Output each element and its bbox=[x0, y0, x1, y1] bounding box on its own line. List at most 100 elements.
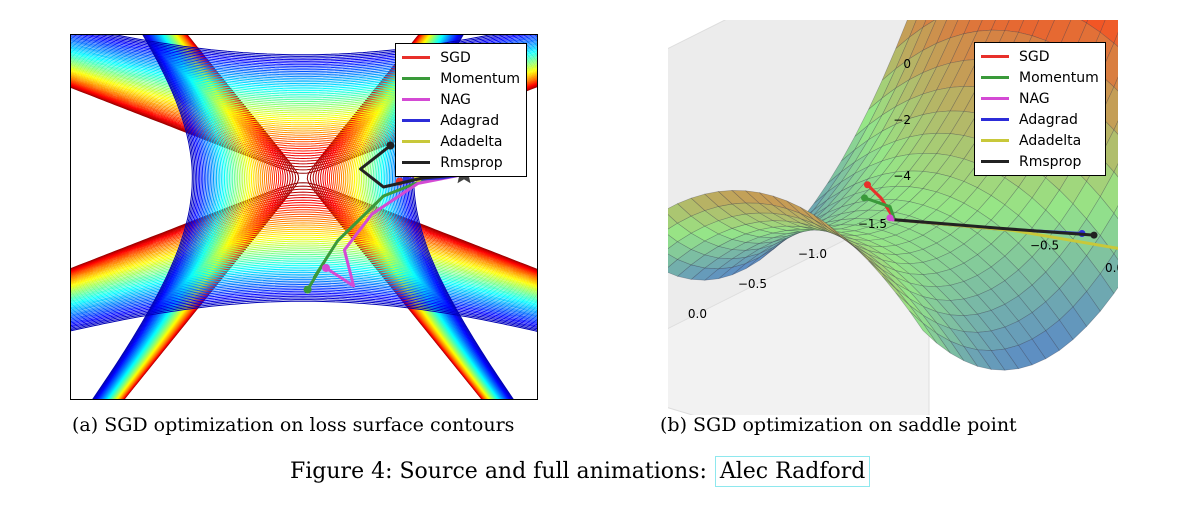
legend-a: SGD Momentum NAG Adagrad Adadelta Rmsprop bbox=[395, 43, 527, 177]
legend-b-swatch bbox=[981, 160, 1009, 163]
contour-line bbox=[105, 35, 221, 399]
endpoint-momentum bbox=[303, 285, 312, 294]
surface-cell bbox=[909, 310, 937, 344]
legend-b-label: Adagrad bbox=[1019, 111, 1078, 128]
y-tick-label: −0.5 bbox=[738, 277, 767, 291]
contour-line bbox=[71, 234, 537, 287]
contour-line bbox=[71, 218, 537, 279]
figure-caption: Figure 4: Source and full animations: Al… bbox=[290, 456, 871, 487]
legend-a-label: Momentum bbox=[440, 70, 520, 87]
contour-line bbox=[71, 297, 537, 330]
contour-line bbox=[71, 264, 537, 305]
legend-b-entry: Adagrad bbox=[981, 109, 1099, 130]
contour-line bbox=[71, 220, 537, 280]
contour-line bbox=[71, 294, 537, 327]
contour-line bbox=[71, 211, 537, 276]
legend-b-label: NAG bbox=[1019, 90, 1050, 107]
contour-line bbox=[71, 299, 537, 331]
contour-line bbox=[101, 35, 213, 399]
contour-line bbox=[102, 35, 214, 399]
endpoint3d-nag bbox=[886, 214, 894, 222]
contour-line bbox=[71, 248, 537, 294]
legend-a-label: SGD bbox=[440, 49, 471, 66]
figure-caption-text: Figure 4: Source and full animations: bbox=[290, 459, 707, 484]
legend-a-entry: Rmsprop bbox=[402, 152, 520, 173]
legend-b-label: Rmsprop bbox=[1019, 153, 1082, 170]
contour-line bbox=[71, 246, 537, 293]
endpoint3d-momentum bbox=[861, 194, 868, 202]
contour-line bbox=[71, 213, 537, 277]
legend-b-entry: SGD bbox=[981, 46, 1099, 67]
contour-line bbox=[114, 35, 492, 56]
contour-line bbox=[93, 35, 196, 399]
x-tick-label: −0.5 bbox=[1030, 239, 1059, 253]
legend-a-entry: Momentum bbox=[402, 68, 520, 89]
legend-a-label: Adagrad bbox=[440, 112, 500, 129]
contour-line bbox=[71, 266, 537, 307]
contour-line bbox=[71, 236, 537, 288]
contour-line bbox=[103, 35, 216, 399]
contour-line bbox=[71, 259, 537, 302]
author-link[interactable]: Alec Radford bbox=[714, 456, 871, 487]
contour-line bbox=[71, 290, 537, 324]
contour-line bbox=[115, 35, 249, 399]
contour-line bbox=[71, 292, 537, 326]
legend-b-entry: NAG bbox=[981, 88, 1099, 109]
path3d-rmsprop bbox=[894, 218, 1095, 237]
contour-line bbox=[71, 226, 537, 283]
legend-b-entry: Rmsprop bbox=[981, 151, 1099, 172]
legend-a-swatch bbox=[402, 161, 431, 164]
legend-b-label: Momentum bbox=[1019, 69, 1099, 86]
contour-line bbox=[71, 196, 537, 272]
contour-line bbox=[105, 35, 222, 399]
contour-line bbox=[100, 35, 506, 59]
legend-a-label: Rmsprop bbox=[440, 154, 503, 171]
contour-line bbox=[71, 206, 537, 275]
legend-b-swatch bbox=[981, 76, 1009, 79]
contour-line bbox=[71, 270, 537, 309]
endpoint-nag bbox=[322, 264, 330, 272]
contour-line bbox=[71, 278, 537, 315]
contour-line bbox=[71, 224, 537, 282]
contour-line bbox=[71, 255, 537, 299]
contour-line bbox=[99, 35, 208, 399]
contour-line bbox=[71, 202, 537, 273]
contour-line bbox=[92, 35, 193, 399]
contour-line bbox=[110, 35, 234, 399]
contour-line bbox=[71, 261, 537, 303]
contour-line bbox=[71, 280, 537, 317]
path3d-sgd bbox=[866, 183, 896, 221]
contour-line bbox=[71, 284, 537, 319]
caption-a: (a) SGD optimization on loss surface con… bbox=[72, 414, 515, 436]
endpoint3d-sgd bbox=[864, 181, 871, 189]
legend-b: SGD Momentum NAG Adagrad Adadelta Rmsprop bbox=[974, 42, 1106, 176]
contour-line bbox=[109, 35, 232, 399]
contour-line bbox=[92, 35, 195, 399]
contour-svg bbox=[71, 35, 537, 399]
legend-a-entry: NAG bbox=[402, 89, 520, 110]
contour-line bbox=[71, 273, 537, 312]
contour-line bbox=[71, 253, 537, 298]
z-tick-label: −2 bbox=[893, 113, 911, 127]
legend-a-label: Adadelta bbox=[440, 133, 503, 150]
contour-line bbox=[71, 257, 537, 300]
contour-line bbox=[71, 238, 537, 289]
contour-line bbox=[71, 244, 537, 292]
contour-line bbox=[71, 295, 537, 328]
contour-line bbox=[71, 300, 537, 332]
contour-line bbox=[110, 35, 235, 399]
legend-a-swatch bbox=[402, 140, 431, 143]
contour-line bbox=[94, 35, 198, 399]
legend-a-swatch bbox=[402, 98, 431, 101]
x-tick-label: 0.0 bbox=[1105, 261, 1118, 275]
contour-line bbox=[71, 277, 537, 314]
contour-line bbox=[101, 35, 211, 399]
contour-line bbox=[71, 289, 537, 323]
contour-line bbox=[71, 194, 537, 272]
contour-line bbox=[109, 35, 230, 399]
contour-line bbox=[71, 222, 537, 281]
contour-line bbox=[103, 35, 218, 399]
y-tick-label: −1.0 bbox=[798, 247, 827, 261]
contour-line bbox=[71, 191, 537, 271]
legend-b-entry: Momentum bbox=[981, 67, 1099, 88]
